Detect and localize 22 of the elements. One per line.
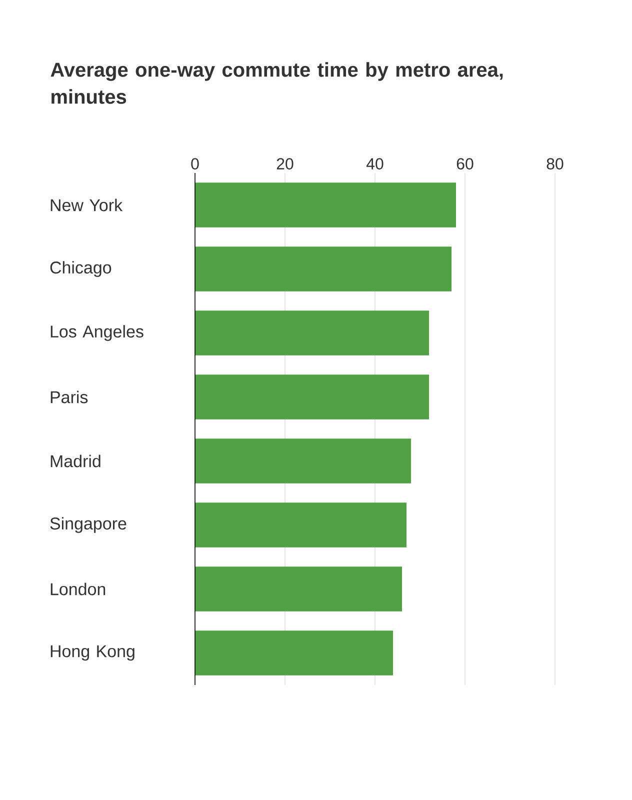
bar [195,310,429,356]
y-tick-label: Singapore [50,517,126,533]
y-tick-label: Paris [50,390,88,404]
x-tick-label: 60 [456,158,474,170]
y-tick-label: London [50,582,106,596]
bar [195,374,429,420]
y-tick-label: Madrid [50,454,100,468]
y-tick-label: Hong Kong [50,645,134,661]
y-tick-label: New York [50,198,123,212]
x-tick-label: 40 [366,158,384,170]
bar [195,438,411,484]
chart-title: Average one-way commute time by metro area, minutes [50,62,503,104]
y-tick-label: Los Angeles [50,325,144,341]
bar [195,246,452,292]
x-tick-label: 80 [546,158,564,170]
bar [195,566,402,612]
bar [195,502,406,548]
bar [195,630,393,676]
y-tick-label: Chicago [50,261,112,277]
bar [195,182,456,228]
x-tick-label: 0 [191,158,199,170]
x-tick-label: 20 [276,158,294,170]
